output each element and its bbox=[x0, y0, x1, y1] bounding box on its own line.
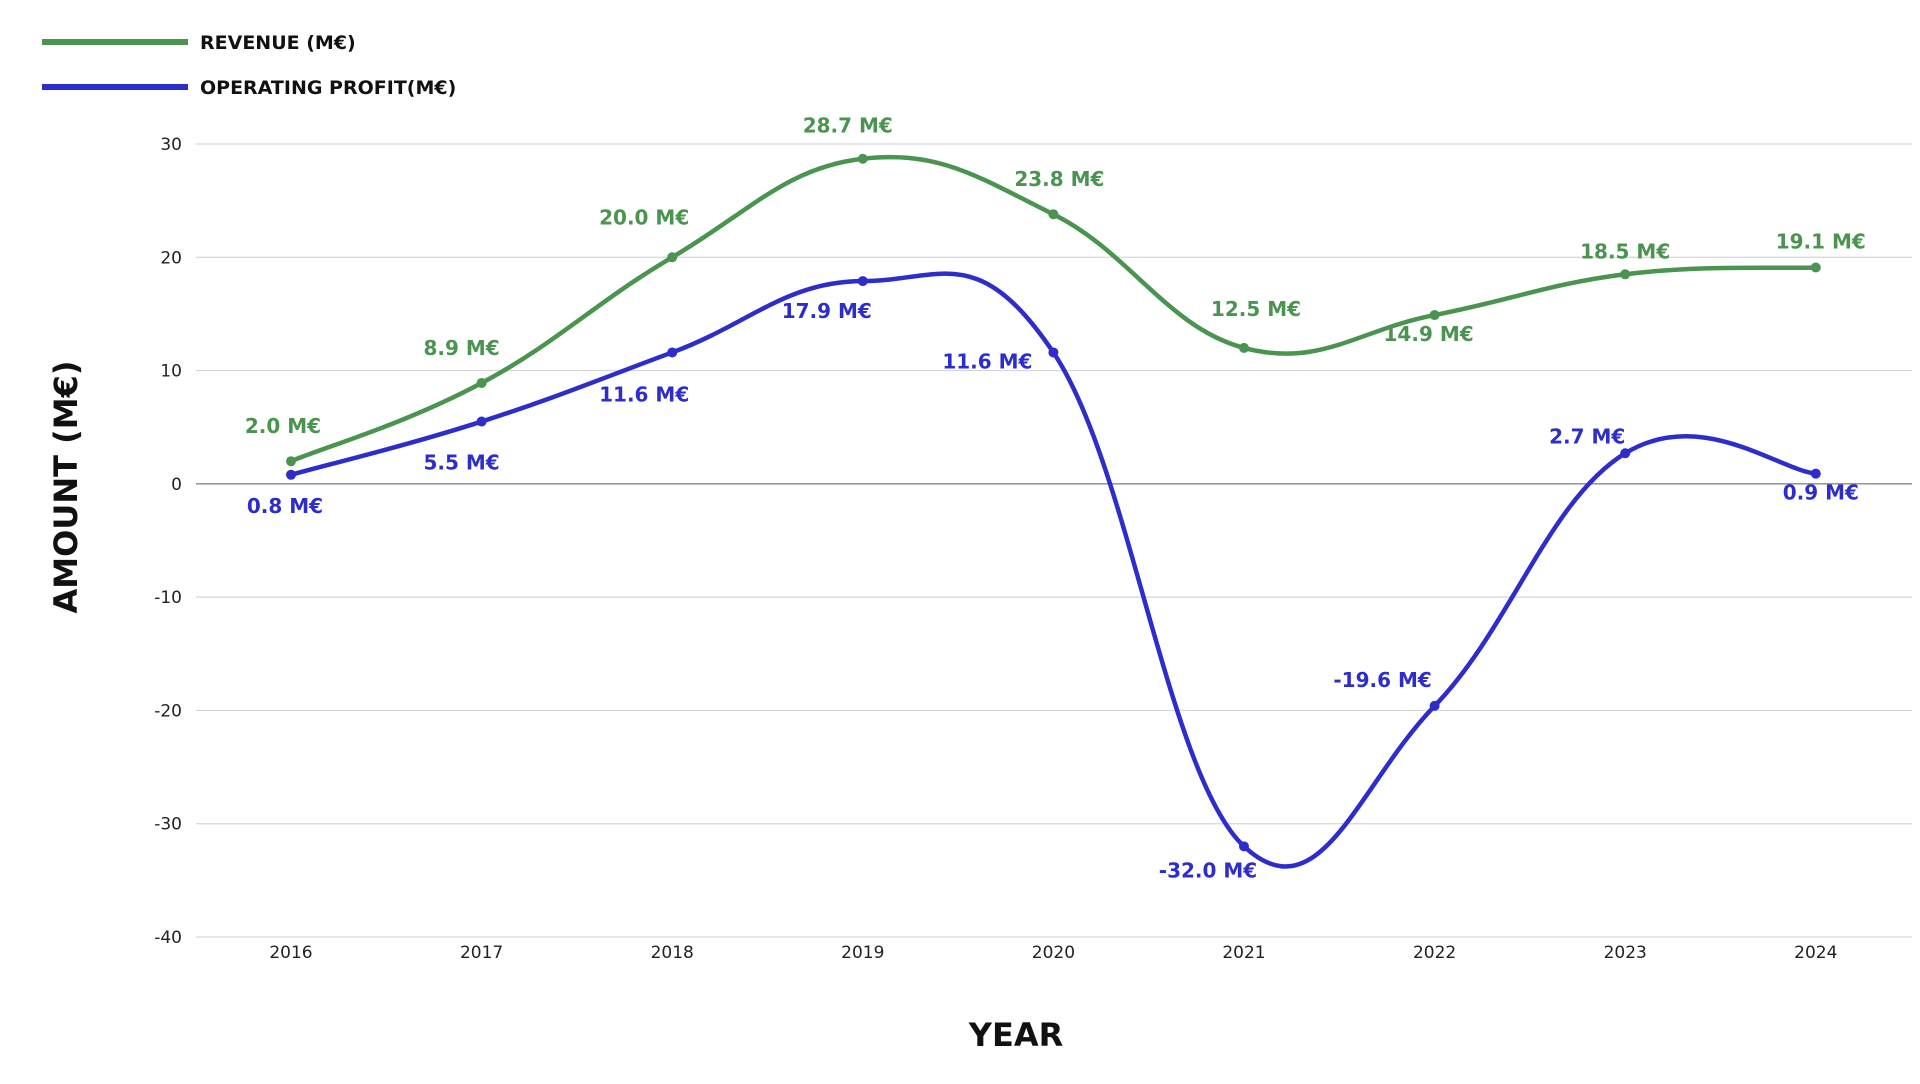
y-tick-label: 30 bbox=[160, 135, 182, 155]
data-point-operating-profit bbox=[857, 276, 868, 287]
data-label-revenue: 20.0 M€ bbox=[599, 205, 689, 229]
data-label-operating-profit: 11.6 M€ bbox=[599, 382, 689, 406]
data-point-revenue bbox=[1429, 310, 1440, 321]
data-point-revenue bbox=[286, 456, 296, 467]
x-tick-label: 2022 bbox=[1413, 943, 1456, 963]
data-label-revenue: 2.0 M€ bbox=[245, 414, 321, 438]
data-label-revenue: 18.5 M€ bbox=[1580, 239, 1670, 263]
x-tick-label: 2019 bbox=[841, 943, 884, 963]
data-point-revenue bbox=[476, 378, 487, 389]
x-axis-ticks: 2016 2017 2018 2019 2020 2021 2022 2023 2024 bbox=[269, 943, 1837, 963]
data-point-operating-profit bbox=[1239, 841, 1249, 852]
data-label-operating-profit: 5.5 M€ bbox=[423, 451, 499, 475]
y-axis-title: AMOUNT (M€) bbox=[47, 361, 85, 614]
data-label-revenue: 19.1 M€ bbox=[1776, 229, 1866, 253]
data-point-operating-profit bbox=[1048, 347, 1059, 358]
legend: REVENUE (M€) OPERATING PROFIT(M€) bbox=[42, 32, 456, 99]
y-tick-label: -30 bbox=[154, 815, 182, 835]
data-label-revenue: 23.8 M€ bbox=[1014, 167, 1104, 191]
y-tick-label: 10 bbox=[160, 362, 182, 382]
data-point-revenue bbox=[1048, 209, 1059, 220]
data-point-operating-profit bbox=[1810, 468, 1821, 479]
data-point-revenue bbox=[1620, 269, 1631, 280]
legend-label-operating-profit: OPERATING PROFIT(M€) bbox=[200, 77, 456, 99]
y-tick-label: -10 bbox=[154, 588, 182, 608]
data-point-revenue bbox=[667, 252, 678, 263]
data-point-operating-profit bbox=[1620, 448, 1631, 459]
x-tick-label: 2016 bbox=[269, 943, 312, 963]
series-line-revenue bbox=[288, 154, 1819, 464]
data-label-revenue: 8.9 M€ bbox=[423, 336, 499, 360]
x-axis-title: YEAR bbox=[968, 1016, 1063, 1054]
y-tick-label: -40 bbox=[154, 928, 182, 948]
data-label-operating-profit: 17.9 M€ bbox=[782, 299, 872, 323]
data-label-operating-profit: -32.0 M€ bbox=[1159, 858, 1257, 882]
data-label-revenue: 12.5 M€ bbox=[1211, 297, 1301, 321]
data-point-operating-profit bbox=[476, 416, 487, 427]
series-layer bbox=[286, 153, 1821, 869]
data-label-revenue: 28.7 M€ bbox=[803, 114, 893, 138]
data-label-operating-profit: 11.6 M€ bbox=[942, 349, 1032, 373]
x-tick-label: 2024 bbox=[1794, 943, 1837, 963]
x-tick-label: 2023 bbox=[1604, 943, 1647, 963]
data-label-revenue: 14.9 M€ bbox=[1384, 322, 1474, 346]
data-point-revenue bbox=[1810, 262, 1821, 273]
y-axis-ticks: 30 20 10 0 -10 -20 -30 -40 bbox=[154, 135, 182, 948]
data-point-operating-profit bbox=[286, 469, 296, 480]
legend-label-revenue: REVENUE (M€) bbox=[200, 32, 356, 54]
data-label-operating-profit: 0.9 M€ bbox=[1783, 481, 1859, 505]
y-tick-label: -20 bbox=[154, 701, 182, 721]
data-point-revenue bbox=[1239, 342, 1249, 353]
data-labels: 2.0 M€ 8.9 M€ 20.0 M€ 28.7 M€ 23.8 M€ 12.5 M€… bbox=[245, 114, 1866, 883]
x-tick-label: 2018 bbox=[651, 943, 694, 963]
y-tick-label: 20 bbox=[160, 248, 182, 268]
data-point-revenue bbox=[857, 153, 868, 164]
x-tick-label: 2021 bbox=[1222, 943, 1265, 963]
data-point-operating-profit bbox=[1429, 700, 1440, 711]
data-label-operating-profit: -19.6 M€ bbox=[1333, 668, 1431, 692]
data-point-operating-profit bbox=[667, 347, 678, 358]
data-label-operating-profit: 2.7 M€ bbox=[1549, 424, 1625, 448]
x-tick-label: 2020 bbox=[1032, 943, 1075, 963]
y-tick-label: 0 bbox=[171, 475, 182, 495]
data-label-operating-profit: 0.8 M€ bbox=[247, 494, 323, 518]
x-tick-label: 2017 bbox=[460, 943, 503, 963]
gridlines bbox=[196, 143, 1912, 938]
series-line-operating-profit bbox=[288, 271, 1819, 869]
